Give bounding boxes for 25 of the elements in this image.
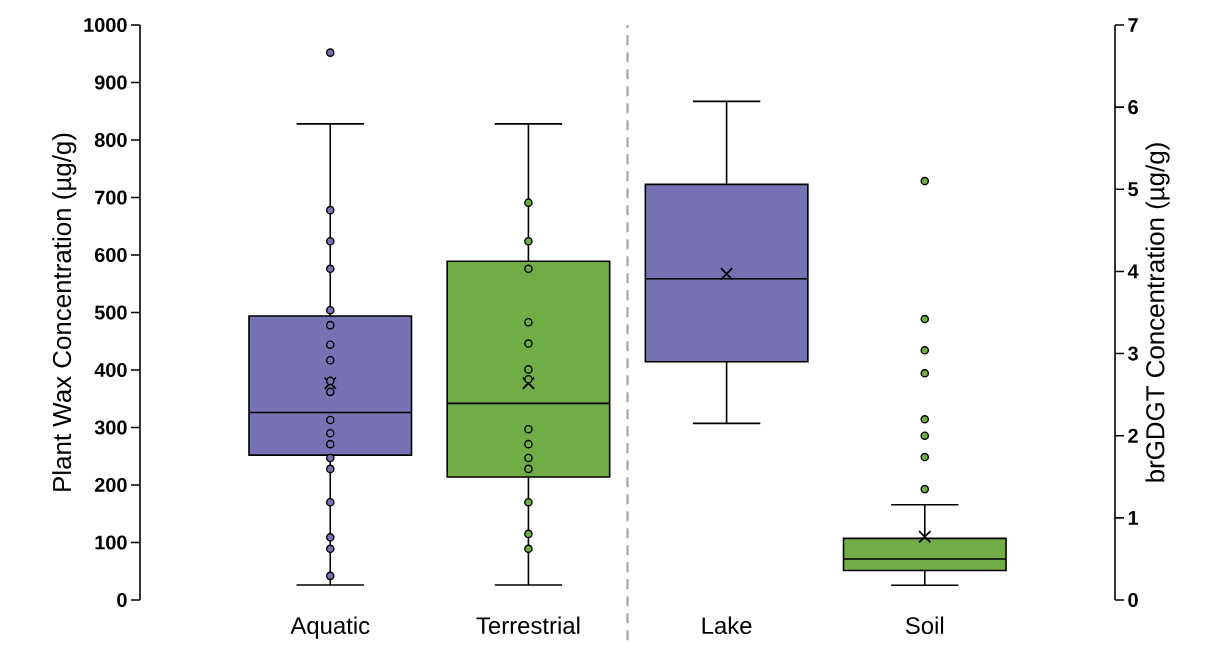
x-tick-label: Lake [702,616,752,635]
x-tick-label: Soil [905,616,944,635]
y2-tick-label: 5 [1128,182,1139,197]
y-tick-label: 1000 [84,17,127,33]
x-tick-label: Aquatic [290,616,370,639]
y2-tick-label: 4 [1127,264,1139,279]
y2-axis-title: brGDGT Concentration (µg/g) [1145,143,1170,482]
y2-tick-label: 0 [1128,592,1138,608]
y-tick-label: 900 [94,75,127,90]
y2-tick-label: 6 [1128,100,1138,115]
x-tick-label: Terrestrial [476,616,580,635]
y2-tick-label: 2 [1128,428,1138,443]
y-tick-label: 700 [95,190,127,205]
y-tick-label: 0 [117,592,127,608]
y-tick-label: 200 [94,477,127,493]
y2-tick-label: 3 [1127,346,1138,361]
y-tick-label: 800 [94,132,127,148]
y-tick-label: 300 [94,420,127,435]
y-tick-label: 400 [94,362,127,378]
y-axis-title: Plant Wax Concentration (µg/g) [52,133,77,491]
y-tick-label: 100 [95,535,127,550]
y2-tick-label: 1 [1128,511,1139,525]
y-tick-label: 600 [94,247,127,263]
y2-tick-label: 7 [1128,18,1138,32]
y-tick-label: 500 [94,305,127,320]
